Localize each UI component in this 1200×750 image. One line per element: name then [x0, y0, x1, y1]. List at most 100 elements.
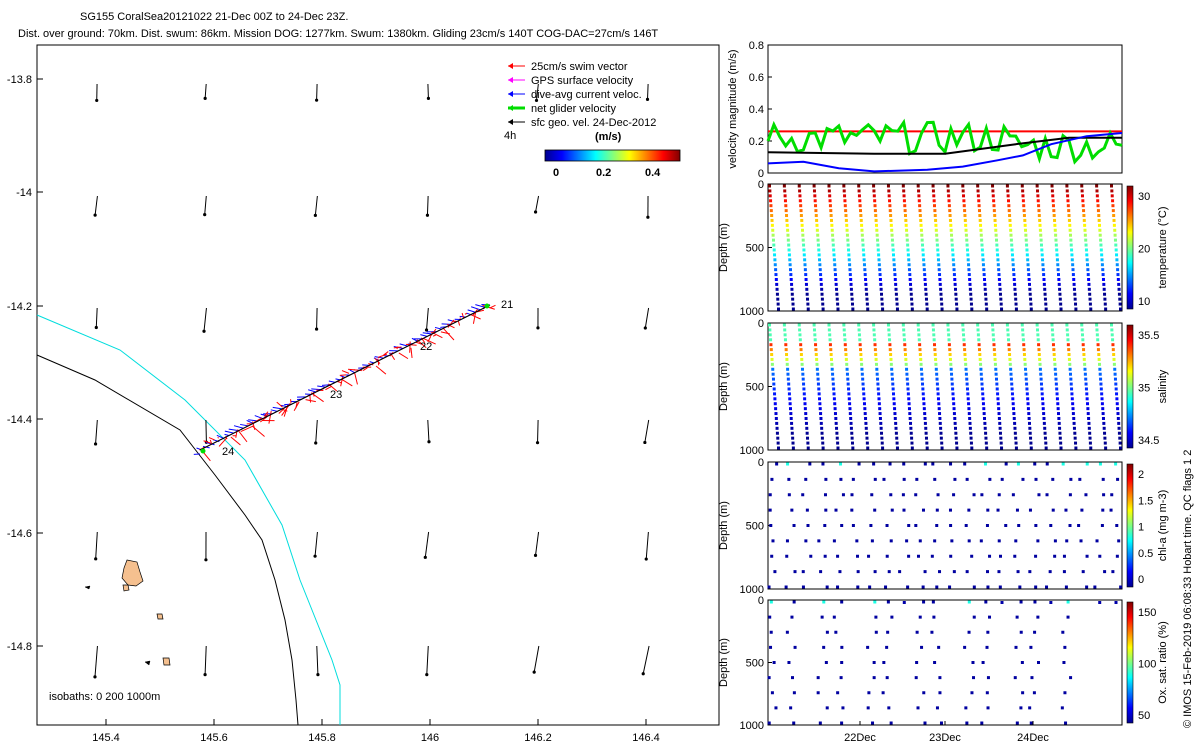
profile-point: [940, 302, 944, 306]
profile-point: [1099, 243, 1103, 247]
profile-point: [1037, 661, 1041, 664]
profile-point: [1103, 431, 1107, 435]
profile-point: [922, 263, 926, 267]
profile-point: [828, 194, 832, 198]
profile-point: [968, 287, 972, 291]
profile-point: [1033, 630, 1037, 634]
profile-point: [771, 372, 775, 376]
profile-point: [800, 362, 804, 366]
profile-point: [934, 228, 938, 232]
profile-point: [1080, 194, 1084, 198]
profile-point: [1005, 323, 1009, 327]
profile-point: [1064, 585, 1068, 589]
profile-point: [1119, 307, 1122, 311]
profile-point: [787, 661, 791, 664]
profile-point: [940, 441, 944, 445]
profile-point: [905, 228, 909, 232]
profile-point: [1009, 367, 1013, 371]
map-x-tick-label: 145.8: [308, 732, 336, 744]
legend-arrowhead: [508, 119, 513, 125]
swim-vector: [396, 346, 399, 350]
profile-point: [875, 367, 879, 371]
profile-point: [936, 397, 940, 401]
profile-point: [933, 343, 937, 347]
profile-point: [977, 199, 981, 203]
profile-point: [978, 357, 982, 361]
geo-velocity-arrowhead: [535, 441, 540, 445]
profile-point: [984, 441, 988, 445]
profile-point: [981, 258, 985, 262]
profile-point: [968, 416, 972, 420]
profile-point: [772, 248, 776, 252]
profile-point: [881, 446, 885, 450]
profile-point: [1114, 248, 1118, 252]
profile-point: [1115, 263, 1119, 267]
profile-point: [834, 421, 838, 425]
profile-point: [768, 194, 772, 198]
profile-point: [1037, 343, 1041, 347]
profile-point: [804, 416, 808, 420]
profile-point: [1078, 477, 1082, 481]
profile-point: [950, 372, 954, 376]
profile-point: [831, 372, 835, 376]
profile-point: [1044, 302, 1048, 306]
profile-point: [890, 372, 894, 376]
profile-point: [1115, 554, 1119, 558]
profile-point: [1089, 446, 1093, 450]
profile-point: [969, 436, 973, 440]
profile-point: [968, 421, 972, 425]
profile-point: [963, 214, 967, 218]
profile-point: [777, 446, 780, 450]
profile-point: [1023, 218, 1027, 222]
profile-point: [777, 307, 780, 311]
profile-point: [1081, 343, 1085, 347]
profile-point: [996, 402, 1000, 406]
profile-point: [986, 585, 990, 589]
profile-point: [1111, 209, 1115, 213]
profile-point: [857, 189, 861, 193]
profile-point: [1067, 348, 1071, 352]
profile-points: [767, 462, 1123, 589]
profile-point: [773, 253, 777, 257]
profile-point: [806, 446, 810, 450]
profile-point: [1086, 402, 1090, 406]
profile-point: [1116, 277, 1120, 281]
profile-point: [820, 436, 824, 440]
profile-point: [1110, 189, 1114, 193]
profile-point: [844, 348, 848, 352]
profile-point: [903, 204, 907, 208]
profile-point: [818, 268, 822, 272]
colorbar-tick-label: 100: [1138, 659, 1156, 671]
profile-point: [919, 367, 923, 371]
profile-point: [1027, 273, 1031, 277]
profile-point: [1014, 302, 1018, 306]
profile-point: [1045, 585, 1049, 589]
profile-point: [993, 223, 997, 227]
profile-point: [797, 323, 801, 327]
profile-point: [775, 292, 779, 296]
profile-point: [804, 273, 808, 277]
profile-point: [786, 233, 790, 237]
profile-point: [924, 426, 928, 430]
profile-point: [862, 397, 866, 401]
profile-point: [923, 462, 927, 466]
profile-point: [840, 524, 844, 527]
profile-point: [997, 539, 1001, 543]
profile-point: [1111, 199, 1115, 203]
profile-point: [948, 508, 952, 512]
profile-point: [949, 223, 953, 227]
profile-point: [1039, 238, 1043, 242]
profile-point: [1051, 333, 1055, 337]
profile-point: [814, 214, 818, 218]
profile-point: [938, 282, 942, 286]
profile-point: [967, 268, 971, 272]
profile-point: [901, 493, 905, 497]
profile-point: [1068, 372, 1072, 376]
profile-point: [873, 508, 877, 512]
profile-point: [798, 338, 802, 342]
profile-point: [1014, 436, 1018, 440]
profile-point: [769, 338, 773, 342]
profile-point: [863, 407, 867, 411]
